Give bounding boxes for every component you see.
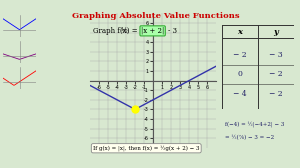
Text: − 2: − 2: [269, 70, 283, 78]
Text: ½: ½: [120, 27, 127, 35]
Text: 0: 0: [238, 70, 242, 78]
Text: − 3: − 3: [269, 51, 283, 59]
Text: |x + 2|: |x + 2|: [141, 27, 164, 35]
Text: Graphing Absolute Value Functions: Graphing Absolute Value Functions: [72, 12, 240, 20]
Text: Graph f(x) =: Graph f(x) =: [93, 27, 140, 35]
Text: If g(x) = |x|, then f(x) = ½g(x + 2) − 3: If g(x) = |x|, then f(x) = ½g(x + 2) − 3: [93, 145, 200, 151]
Text: − 2: − 2: [269, 90, 283, 98]
Text: f(−4) = ½|−4+2| − 3: f(−4) = ½|−4+2| − 3: [225, 121, 284, 127]
Text: y: y: [274, 28, 278, 36]
Text: − 2: − 2: [233, 51, 247, 59]
Text: = ½(⅞) − 3 = −2: = ½(⅞) − 3 = −2: [225, 134, 274, 140]
Text: x: x: [238, 28, 242, 36]
Text: − 4: − 4: [233, 90, 247, 98]
Text: - 3: - 3: [168, 27, 177, 35]
